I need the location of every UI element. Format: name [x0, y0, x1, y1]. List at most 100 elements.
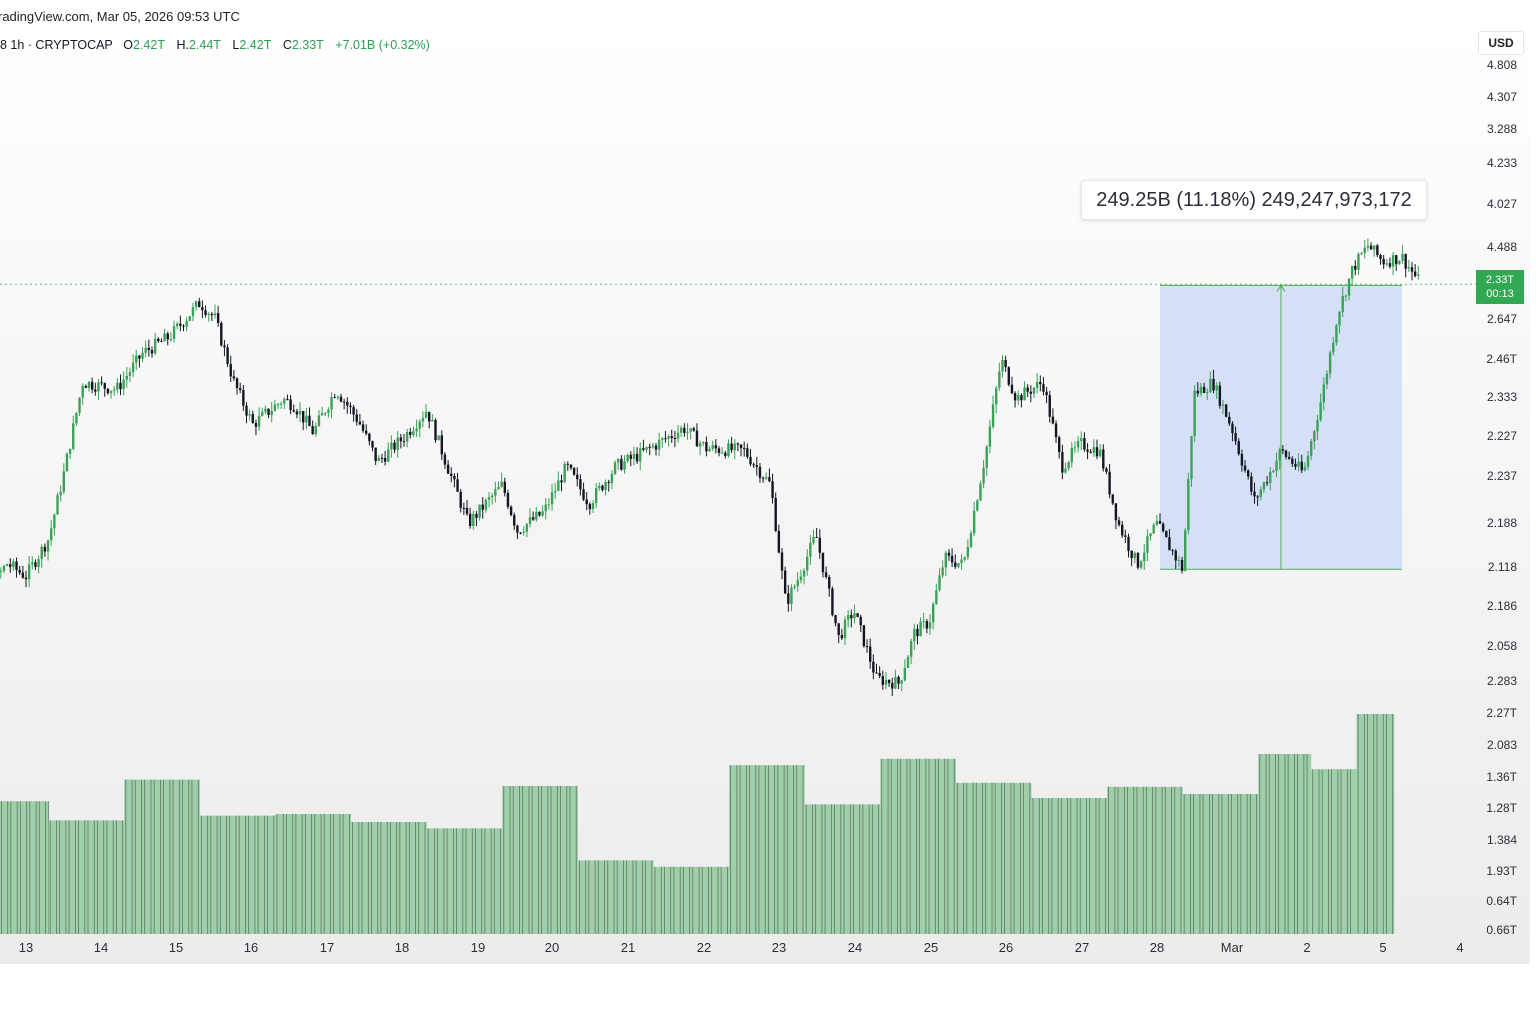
candle-body [806, 556, 809, 571]
time-axis-label: 20 [545, 940, 559, 955]
candle-body [657, 439, 661, 450]
candle-body [648, 446, 651, 448]
candle-body [355, 414, 358, 422]
candle-body [881, 676, 884, 685]
candle-body [399, 437, 403, 442]
candle-body [673, 437, 677, 439]
candle-body [1161, 523, 1165, 532]
candle-body [223, 345, 226, 348]
candle-body [216, 313, 220, 324]
candle-body [1007, 367, 1010, 385]
candle-body [342, 401, 346, 403]
candle-body [1039, 381, 1042, 385]
candle-body [113, 389, 116, 391]
candle-body [229, 364, 232, 377]
candle-body [853, 613, 856, 619]
candle-body [711, 445, 714, 449]
candle-body [727, 443, 730, 457]
candle-body [365, 430, 368, 434]
candle-body [1278, 449, 1281, 461]
candle-body [544, 504, 547, 512]
candle-body [746, 448, 749, 457]
candle-body [1114, 503, 1118, 521]
candle-body [1275, 460, 1278, 471]
candle-body [1202, 386, 1206, 393]
candle-body [869, 646, 872, 662]
candle-body [1177, 559, 1181, 561]
price-axis-label: 2.27T [1486, 706, 1517, 720]
legend-high: H.2.44T [176, 38, 220, 52]
candle-body [1171, 550, 1174, 552]
volume-bar [1182, 794, 1259, 934]
candle-body [242, 390, 245, 406]
candle-body [916, 628, 919, 637]
price-axis-label: 4.488 [1487, 240, 1517, 254]
candle-body [336, 396, 340, 398]
candle-body [1206, 392, 1209, 394]
candle-body [1130, 550, 1133, 559]
candle-body [1083, 438, 1086, 450]
candle-body [919, 621, 922, 637]
candle-body [790, 587, 793, 604]
candle-body [913, 628, 916, 642]
candle-body [75, 412, 78, 424]
chart-area[interactable]: 4.808 4.307 3.288 4.233 4.027 4.488 2.647 2.46T… [0, 28, 1530, 964]
candle-body [276, 404, 280, 406]
price-axis-label: 1.93T [1486, 864, 1517, 878]
candle-body [1369, 245, 1373, 250]
candle-body [557, 480, 560, 491]
candle-body [642, 448, 645, 450]
candle-body [431, 420, 434, 422]
candle-body [976, 500, 979, 511]
candle-body [84, 386, 88, 388]
candle-body [601, 485, 604, 491]
candle-body [604, 481, 607, 491]
candle-body [884, 679, 888, 685]
price-axis-label: 4.307 [1487, 90, 1517, 104]
candle-body [264, 408, 267, 412]
candle-body [21, 572, 25, 578]
candle-body [793, 586, 796, 588]
candle-body [708, 448, 711, 452]
candle-body [484, 500, 488, 510]
candle-body [717, 448, 721, 453]
candle-body [31, 562, 34, 565]
candle-body [1218, 385, 1222, 406]
candle-body [1146, 536, 1149, 553]
candle-body [207, 313, 210, 315]
candle-body [437, 435, 440, 441]
top-bar: radingView.com, Mar 05, 2026 09:53 UTC [0, 0, 1536, 34]
candle-body [1272, 470, 1275, 472]
time-axis-label: 26 [999, 940, 1013, 955]
candle-body [481, 504, 484, 510]
candle-body [752, 464, 755, 466]
candle-body [1354, 265, 1357, 270]
candle-body [138, 355, 141, 359]
candle-body [906, 656, 910, 668]
candle-body [963, 557, 966, 560]
candle-body [774, 497, 777, 531]
legend-symbol: 8 1h · CRYPTOCAP [0, 38, 113, 52]
candle-body [270, 410, 273, 415]
candle-body [239, 388, 242, 391]
candle-body [1335, 325, 1338, 343]
candle-body [100, 382, 103, 384]
candle-body [261, 411, 264, 416]
candle-body [1073, 447, 1077, 449]
price-axis-label: 4.233 [1487, 156, 1517, 170]
candle-body [421, 417, 425, 422]
price-axis-label: 3.288 [1487, 122, 1517, 136]
candle-body [894, 676, 897, 689]
candle-body [179, 323, 182, 326]
candle-body [925, 621, 929, 629]
price-volume-chart[interactable]: 4.808 4.307 3.288 4.233 4.027 4.488 2.647 2.46T… [0, 28, 1530, 964]
candle-body [594, 488, 598, 504]
currency-button[interactable]: USD [1478, 31, 1524, 55]
candle-body [1010, 384, 1014, 394]
candle-body [1045, 391, 1048, 396]
candle-body [1410, 267, 1414, 272]
time-axis-label: 28 [1150, 940, 1164, 955]
candle-body [831, 588, 834, 616]
candle-body [585, 499, 588, 505]
candle-body [1247, 470, 1250, 477]
